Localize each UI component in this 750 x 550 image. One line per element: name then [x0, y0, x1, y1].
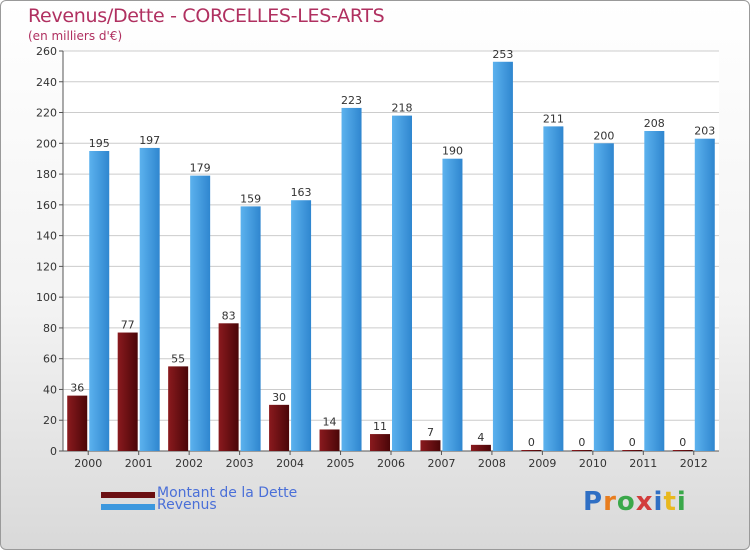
legend-label-revenus: Revenus [157, 497, 217, 513]
x-tick-label: 2010 [579, 457, 607, 470]
bar-dette [319, 429, 340, 451]
x-tick-label: 2008 [478, 457, 506, 470]
data-label-revenus: 163 [291, 186, 312, 199]
bar-dette [168, 366, 189, 451]
x-tick-label: 2002 [175, 457, 203, 470]
logo-letter-i2: i [676, 487, 687, 517]
y-tick-label: 80 [43, 322, 57, 335]
logo-letter-o: o [616, 487, 636, 517]
y-tick-label: 60 [43, 353, 57, 366]
chart-title: Revenus/Dette - CORCELLES-LES-ARTS [28, 5, 385, 27]
bar-dette [420, 440, 441, 451]
logo-letter-t: t [663, 487, 677, 517]
data-label-dette: 7 [427, 426, 434, 439]
bar-dette [370, 434, 390, 451]
bar-dette [117, 332, 138, 451]
y-tick-label: 120 [36, 260, 57, 273]
y-tick-label: 220 [36, 107, 57, 120]
y-tick-label: 180 [36, 168, 57, 181]
data-label-dette: 36 [70, 382, 84, 395]
chart-subtitle: (en milliers d'€) [28, 29, 123, 43]
data-label-dette: 0 [578, 436, 585, 449]
bar-dette [470, 444, 491, 451]
legend-swatch-dette [101, 492, 155, 498]
bar-revenus [139, 147, 160, 451]
bar-revenus [644, 131, 665, 451]
data-label-revenus: 208 [644, 117, 665, 130]
data-label-dette: 0 [679, 436, 686, 449]
x-tick-label: 2003 [226, 457, 254, 470]
bar-revenus [392, 115, 412, 451]
y-tick-label: 100 [36, 291, 57, 304]
x-tick-label: 2012 [680, 457, 708, 470]
x-tick-label: 2007 [427, 457, 455, 470]
bar-dette [622, 450, 643, 451]
bar-revenus [240, 206, 261, 451]
data-label-revenus: 197 [139, 134, 160, 147]
data-label-dette: 4 [477, 431, 484, 444]
y-tick-label: 200 [36, 137, 57, 150]
x-tick-label: 2001 [125, 457, 153, 470]
data-label-dette: 0 [629, 436, 636, 449]
y-tick-label: 260 [36, 45, 57, 58]
bar-revenus [89, 151, 110, 451]
bar-dette [672, 450, 693, 451]
legend-swatch-revenus [101, 504, 155, 510]
logo-letter-p: P [583, 487, 604, 517]
bar-revenus [291, 200, 312, 451]
bar-revenus [694, 138, 715, 451]
bar-dette [218, 323, 239, 451]
data-label-revenus: 203 [694, 125, 715, 138]
data-label-dette: 77 [121, 319, 135, 332]
x-tick-label: 2000 [74, 457, 102, 470]
legend-label-dette: Montant de la Dette [157, 485, 298, 501]
y-tick-label: 240 [36, 76, 57, 89]
bar-revenus [543, 126, 564, 451]
logo-letter-x: x [635, 487, 654, 517]
data-label-revenus: 200 [593, 129, 614, 142]
bar-revenus [341, 107, 362, 451]
x-tick-label: 2004 [276, 457, 304, 470]
data-label-dette: 11 [373, 420, 387, 433]
bar-revenus [190, 175, 211, 451]
bar-dette [521, 450, 542, 451]
data-label-dette: 55 [171, 352, 185, 365]
bar-revenus [492, 61, 513, 452]
logo-letter-i: i [653, 487, 664, 517]
data-label-revenus: 159 [240, 192, 261, 205]
bar-dette [67, 395, 88, 451]
bar-revenus [593, 143, 614, 452]
y-tick-label: 20 [43, 414, 57, 427]
data-label-revenus: 211 [543, 112, 564, 125]
bar-dette [571, 450, 592, 451]
data-label-dette: 14 [323, 415, 337, 428]
y-tick-label: 0 [50, 445, 57, 458]
x-tick-label: 2009 [528, 457, 556, 470]
data-label-revenus: 218 [392, 102, 413, 115]
bar-dette [269, 404, 290, 451]
brand-logo: Proxiti [583, 487, 687, 517]
data-label-dette: 0 [528, 436, 535, 449]
x-tick-label: 2005 [327, 457, 355, 470]
bar-revenus [442, 158, 463, 451]
y-tick-label: 160 [36, 199, 57, 212]
data-label-revenus: 223 [341, 94, 362, 107]
y-tick-label: 140 [36, 230, 57, 243]
data-label-revenus: 179 [190, 162, 211, 175]
data-label-dette: 30 [272, 391, 286, 404]
x-tick-label: 2006 [377, 457, 405, 470]
data-label-revenus: 190 [442, 145, 463, 158]
data-label-dette: 83 [222, 309, 236, 322]
y-tick-label: 40 [43, 383, 57, 396]
data-label-revenus: 195 [89, 137, 110, 150]
x-tick-label: 2011 [629, 457, 657, 470]
data-label-revenus: 253 [492, 48, 513, 61]
logo-letter-r: r [603, 487, 617, 517]
